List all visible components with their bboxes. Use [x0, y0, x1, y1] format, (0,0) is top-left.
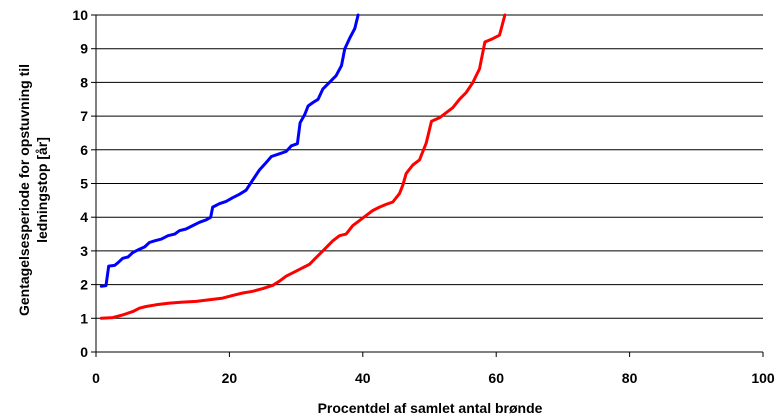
x-tick-label-0: 0: [92, 370, 100, 386]
series-lines: [99, 13, 507, 320]
series-line-0: [99, 13, 360, 288]
gridlines: [96, 14, 763, 319]
y-tick-label-7: 7: [80, 108, 88, 124]
y-tick-label-8: 8: [80, 74, 88, 90]
y-tick-label-1: 1: [80, 310, 88, 326]
axes: [91, 14, 764, 357]
x-tick-label-5: 100: [751, 370, 775, 386]
x-tick-label-1: 20: [222, 370, 238, 386]
x-tick-label-2: 40: [355, 370, 371, 386]
y-tick-label-6: 6: [80, 142, 88, 158]
y-tick-label-3: 3: [80, 243, 88, 259]
y-tick-label-10: 10: [72, 7, 88, 23]
x-tick-label-3: 60: [488, 370, 504, 386]
x-axis-title: Procentdel af samlet antal brønde: [318, 400, 543, 416]
y-tick-label-4: 4: [80, 209, 88, 225]
y-axis-title-line-1: Gentagelsesperiode for opstuvning til: [16, 64, 32, 316]
y-axis-title: Gentagelsesperiode for opstuvning til le…: [16, 64, 50, 316]
y-tick-label-0: 0: [80, 344, 88, 360]
y-tick-label-5: 5: [80, 176, 88, 192]
y-axis-title-line-2: ledningstop [år]: [34, 137, 50, 243]
y-tick-label-2: 2: [80, 277, 88, 293]
x-tick-label-4: 80: [622, 370, 638, 386]
y-tick-label-9: 9: [80, 41, 88, 57]
series-line-1: [99, 13, 507, 320]
